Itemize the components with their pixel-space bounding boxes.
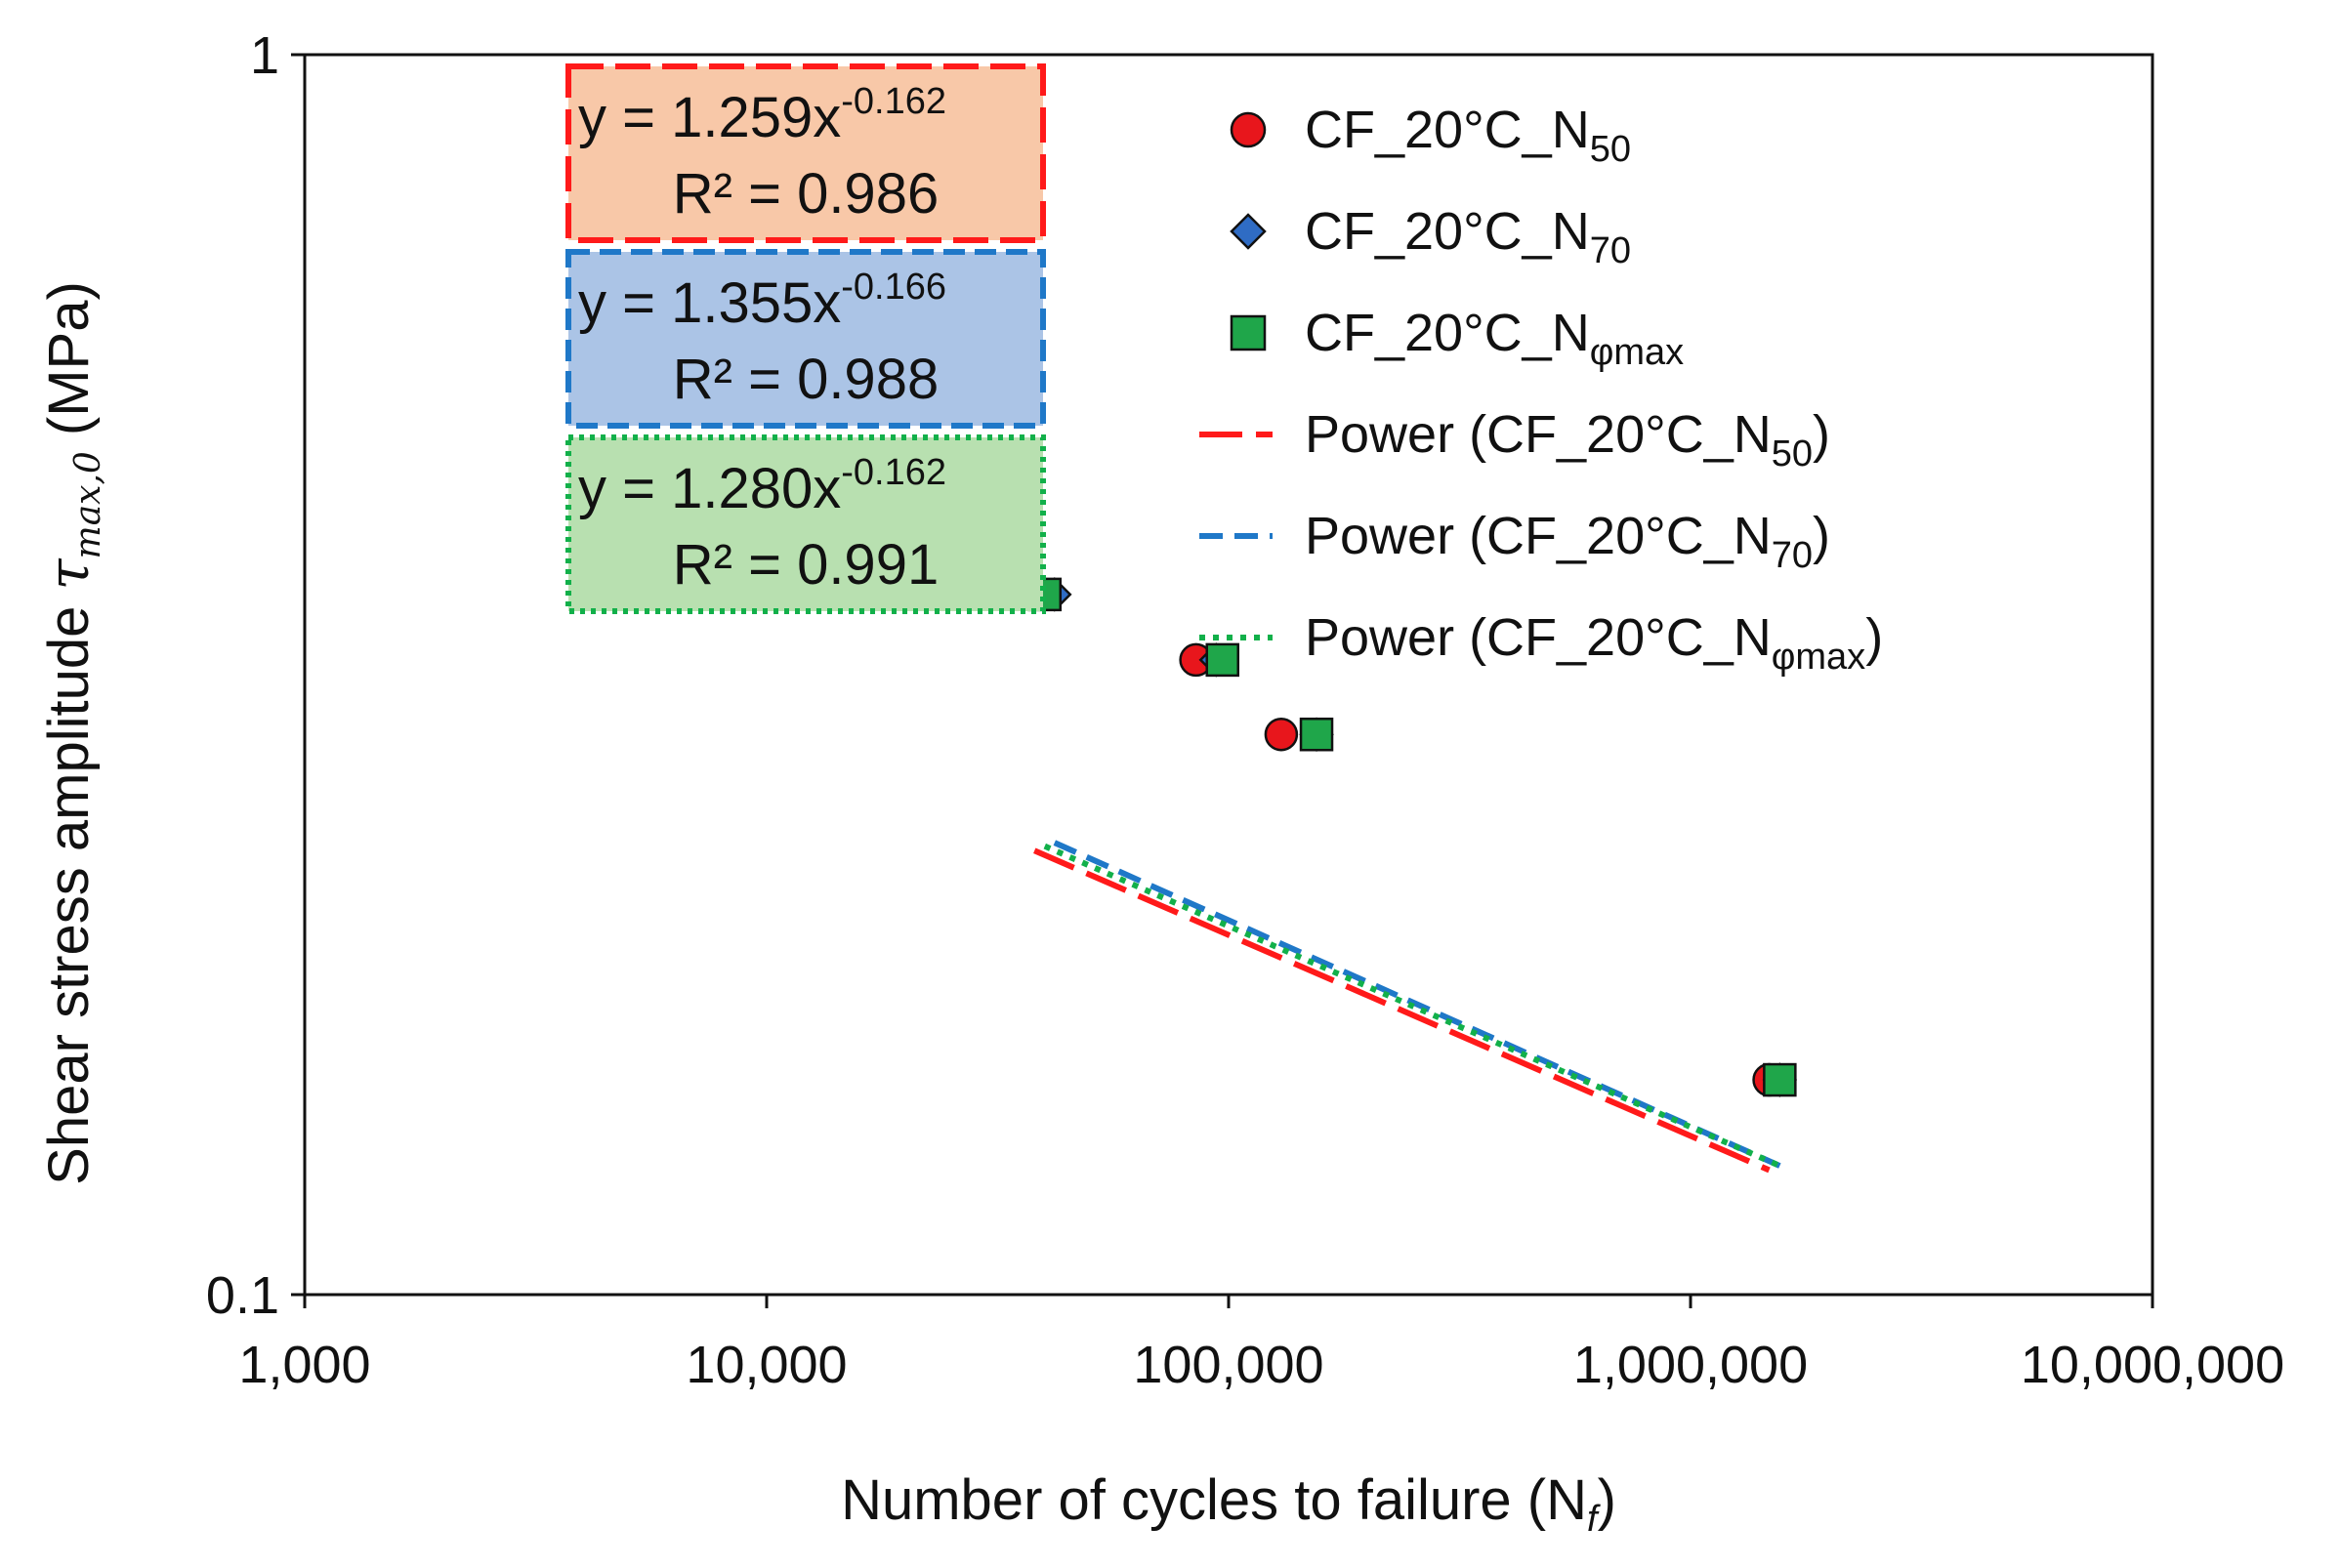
x-axis-title-end: ) [1598, 1468, 1616, 1532]
y-tick-label: 1 [250, 26, 279, 85]
y-axis-title-tau: τ [35, 558, 102, 591]
equation-text: y = 1.355x-0.166 [578, 267, 946, 335]
legend-label: CF_20°C_N70 [1305, 202, 1631, 271]
equation-exponent: -0.162 [841, 81, 946, 122]
legend-label-end: ) [1813, 507, 1830, 565]
x-tick-label: 10,000,000 [2021, 1336, 2284, 1394]
r-squared-text: R² = 0.991 [673, 533, 939, 597]
x-tick-label: 10,000 [686, 1336, 847, 1394]
equation-box [565, 249, 1046, 429]
equation-base: y = 1.280x [578, 457, 841, 520]
trendlines [1033, 840, 1781, 1174]
x-tick-label: 1,000,000 [1573, 1336, 1808, 1394]
legend-label-base: Power (CF_20°C_N [1305, 405, 1772, 464]
legend-label-sub: 50 [1590, 129, 1631, 170]
trendline [1053, 840, 1781, 1169]
r-squared-text: R² = 0.988 [673, 348, 939, 411]
legend-label: CF_20°C_Nφmax [1305, 304, 1684, 373]
legend-label-base: Power (CF_20°C_N [1305, 608, 1772, 667]
data-point [1205, 642, 1239, 678]
legend-label-base: CF_20°C_N [1305, 101, 1590, 159]
legend-label-base: Power (CF_20°C_N [1305, 507, 1772, 565]
data-point [1230, 111, 1267, 148]
equation-text: y = 1.280x-0.162 [578, 452, 946, 520]
trendline [1033, 847, 1771, 1174]
legend-label-sub: φmax [1772, 637, 1865, 678]
legend-label-sub: 70 [1590, 230, 1631, 271]
y-axis-title-sub: max,0 [68, 451, 108, 558]
y-axis-title: Shear stress amplitude τmax,0 (MPa) [35, 281, 108, 1185]
legend-label: Power (CF_20°C_N70) [1305, 507, 1830, 576]
legend-label-base: CF_20°C_N [1305, 202, 1590, 261]
trendline [1043, 843, 1781, 1169]
legend-label-end: ) [1865, 608, 1883, 667]
legend-label-sub: φmax [1590, 332, 1684, 373]
equation-box [565, 63, 1046, 243]
y-tick-label: 0.1 [206, 1266, 279, 1325]
legend-label: Power (CF_20°C_Nφmax) [1305, 608, 1883, 678]
equation-text: y = 1.259x-0.162 [578, 81, 946, 149]
legend: CF_20°C_N50CF_20°C_N70CF_20°C_NφmaxPower… [1199, 101, 1883, 678]
x-axis-title: Number of cycles to failure (Nf) [841, 1468, 1616, 1540]
equation-base: y = 1.259x [578, 86, 841, 149]
data-point [1763, 1062, 1797, 1097]
equation-exponent: -0.162 [841, 452, 946, 493]
legend-label: CF_20°C_N50 [1305, 101, 1631, 170]
equation-base: y = 1.355x [578, 271, 841, 335]
legend-label-sub: 70 [1772, 535, 1813, 576]
equation-exponent: -0.166 [841, 267, 946, 308]
axis-ticks: 1,000 10,000 100,000 1,000,000 10,000,000 0.1… [206, 26, 2284, 1394]
legend-label: Power (CF_20°C_N50) [1305, 405, 1830, 475]
equation-box [565, 434, 1046, 614]
legend-label-sub: 50 [1772, 433, 1813, 475]
data-point [1264, 717, 1299, 752]
data-point [1230, 213, 1267, 250]
x-tick-label: 1,000 [238, 1336, 370, 1394]
y-axis-title-main: Shear stress amplitude [37, 591, 101, 1185]
data-point [1299, 717, 1334, 752]
y-axis-title-end: (MPa) [37, 281, 101, 451]
x-axis-title-sub: f [1587, 1499, 1601, 1540]
x-axis-title-main: Number of cycles to failure (N [841, 1468, 1587, 1532]
r-squared-text: R² = 0.986 [673, 162, 939, 226]
legend-label-end: ) [1813, 405, 1830, 464]
x-tick-label: 100,000 [1133, 1336, 1323, 1394]
data-point [1230, 314, 1267, 351]
legend-label-base: CF_20°C_N [1305, 304, 1590, 362]
